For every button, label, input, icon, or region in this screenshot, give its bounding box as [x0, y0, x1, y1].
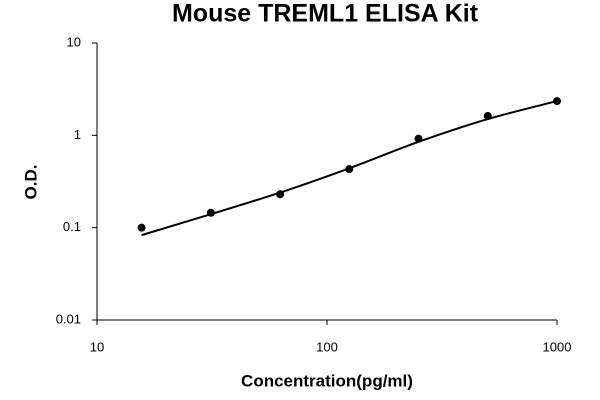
y-tick-label: 0.01 [56, 311, 81, 326]
x-axis-label: Concentration(pg/ml) [241, 371, 413, 390]
y-tick-label: 1 [74, 127, 81, 142]
data-point [137, 223, 146, 232]
y-axis-label: O.D. [21, 165, 40, 200]
x-tick-label: 1000 [543, 339, 572, 354]
fit-curve [141, 100, 558, 237]
x-tick-label: 100 [316, 339, 338, 354]
x-tick-label: 10 [90, 339, 104, 354]
chart-title: Mouse TREML1 ELISA Kit [172, 0, 479, 28]
y-tick-label: 0.1 [63, 219, 81, 234]
y-tick-label: 10 [67, 34, 81, 49]
